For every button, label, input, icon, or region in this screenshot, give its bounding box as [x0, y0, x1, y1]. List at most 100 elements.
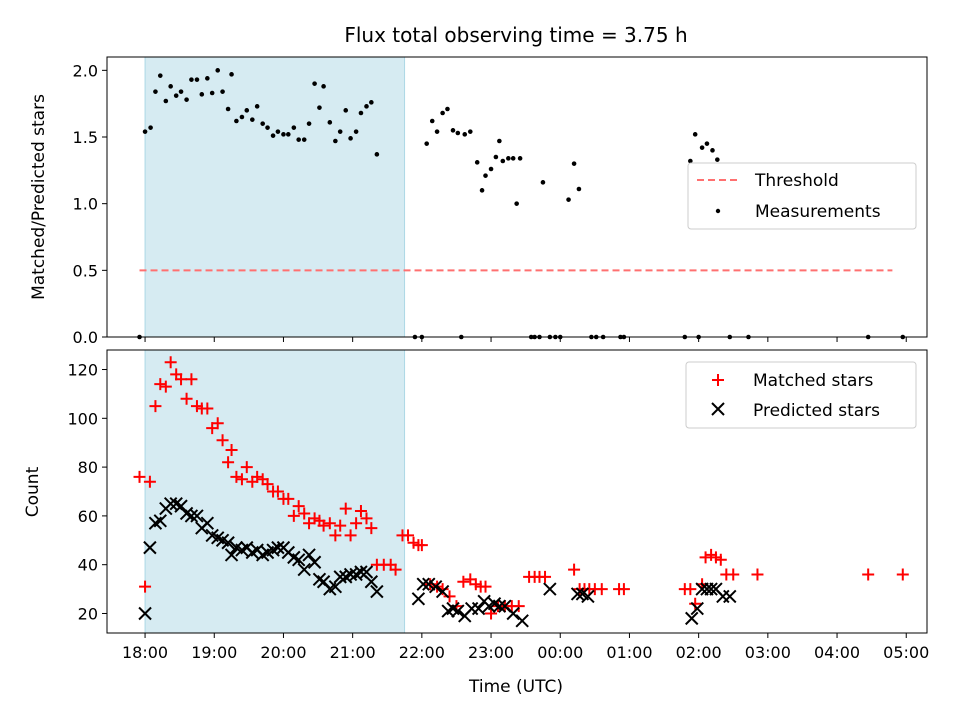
measurement-point: [163, 98, 169, 104]
matched-star-point: [139, 580, 152, 593]
top-legend: Threshold Measurements: [687, 162, 917, 230]
matched-star-point: [211, 417, 224, 430]
top-y-tick-label: 1.5: [73, 128, 98, 147]
matched-star-point: [292, 500, 305, 513]
measurement-point: [434, 129, 440, 134]
measurement-point: [424, 141, 429, 146]
measurement-point: [440, 110, 445, 116]
matched-star-point: [539, 570, 552, 583]
measurement-point: [234, 118, 239, 124]
matched-star-point: [415, 539, 428, 552]
bottom-panel: 18:00 19:00 20:00 21:00 22:00 23:00 00:00 01:00…: [23, 349, 929, 697]
bottom-points-layer: [133, 356, 909, 628]
measurement-point: [566, 197, 571, 202]
matched-star-point: [201, 402, 214, 415]
matched-star-point: [457, 575, 470, 588]
chart-title: Flux total observing time = 3.75 h: [344, 23, 687, 47]
predicted-star-point: [492, 599, 507, 613]
measurement-point: [254, 104, 260, 109]
measurement-point: [479, 188, 485, 193]
measurement-point: [265, 125, 270, 130]
measurement-point: [178, 89, 184, 94]
top-panel: 0.00.51.01.52.0 Matched/Predicted stars …: [29, 56, 928, 347]
predicted-star-point: [704, 582, 718, 596]
matched-star-point: [143, 475, 156, 488]
matched-star-point: [180, 392, 193, 405]
measurement-point: [517, 156, 523, 161]
predicted-star-point: [224, 548, 239, 562]
bottom-y-tick-label: 20: [78, 604, 98, 623]
matched-star-point: [344, 529, 357, 542]
measurement-point: [157, 73, 163, 78]
top-plot-frame: [106, 56, 928, 338]
matched-star-point: [617, 583, 630, 596]
matched-star-point: [323, 517, 336, 530]
measurement-point: [281, 132, 286, 137]
measurement-point: [450, 128, 456, 133]
measurement-point: [514, 201, 519, 206]
predicted-star-point: [184, 509, 199, 523]
measurement-point: [500, 158, 506, 164]
x-tick-label: 23:00: [468, 643, 514, 662]
matched-star-point: [354, 505, 367, 518]
matched-star-point: [684, 583, 697, 596]
top-x-ticks: [144, 337, 907, 342]
top-legend-box: [687, 162, 917, 230]
legend-matched-swatch: [712, 374, 724, 386]
bottom-y-tick-label: 60: [78, 507, 98, 526]
measurement-point: [153, 89, 158, 94]
matched-star-point: [230, 470, 243, 483]
matched-star-point: [251, 470, 264, 483]
measurement-point: [317, 105, 322, 110]
measurement-point: [348, 136, 353, 141]
measurement-point: [483, 173, 488, 178]
matched-star-point: [334, 519, 347, 532]
x-tick-label: 00:00: [537, 643, 583, 662]
matched-star-point: [216, 434, 229, 447]
legend-predicted-swatch: [711, 402, 725, 416]
bottom-y-ticks: 20 40 60 80 100 120: [67, 361, 107, 623]
measurement-point: [270, 133, 276, 138]
matched-star-point: [271, 485, 284, 498]
measurement-point: [493, 154, 499, 160]
measurement-point: [173, 93, 179, 98]
predicted-star-point: [354, 565, 368, 579]
predicted-star-point: [416, 577, 430, 591]
predicted-star-point: [221, 536, 235, 550]
matched-star-point: [133, 470, 146, 483]
matched-star-point: [360, 512, 373, 525]
measurement-point: [244, 108, 250, 113]
predicted-star-point: [723, 589, 737, 604]
measurement-point: [576, 186, 582, 192]
measurement-point: [692, 132, 698, 137]
matched-star-point: [154, 378, 167, 391]
measurement-point: [337, 129, 343, 134]
measurement-point: [142, 129, 148, 134]
predicted-star-point: [451, 604, 465, 618]
measurement-point: [189, 77, 194, 82]
matched-star-point: [225, 444, 238, 457]
predicted-star-point: [690, 601, 704, 616]
predicted-star-point: [302, 548, 316, 562]
bottom-y-tick-label: 100: [67, 409, 98, 428]
bottom-legend-box: [685, 361, 917, 429]
matched-star-point: [443, 590, 456, 603]
measurement-point: [275, 129, 281, 134]
predicted-star-point: [271, 540, 285, 555]
x-tick-label: 20:00: [260, 643, 306, 662]
x-tick-label: 05:00: [883, 643, 929, 662]
measurement-point: [369, 100, 374, 105]
legend-matched-label: Matched stars: [753, 371, 873, 391]
measurement-point: [704, 141, 710, 146]
matched-star-point: [287, 509, 300, 522]
measurement-point: [540, 180, 546, 185]
measurement-point: [374, 152, 380, 157]
bottom-plot-frame: [106, 349, 928, 634]
predicted-star-point: [153, 514, 167, 528]
matched-star-point: [339, 502, 352, 515]
measurement-point: [327, 120, 333, 125]
measurement-point: [510, 156, 516, 161]
top-y-ticks: 0.0 0.5 1.0 1.5 2.0: [73, 61, 107, 347]
x-tick-label: 22:00: [399, 643, 445, 662]
